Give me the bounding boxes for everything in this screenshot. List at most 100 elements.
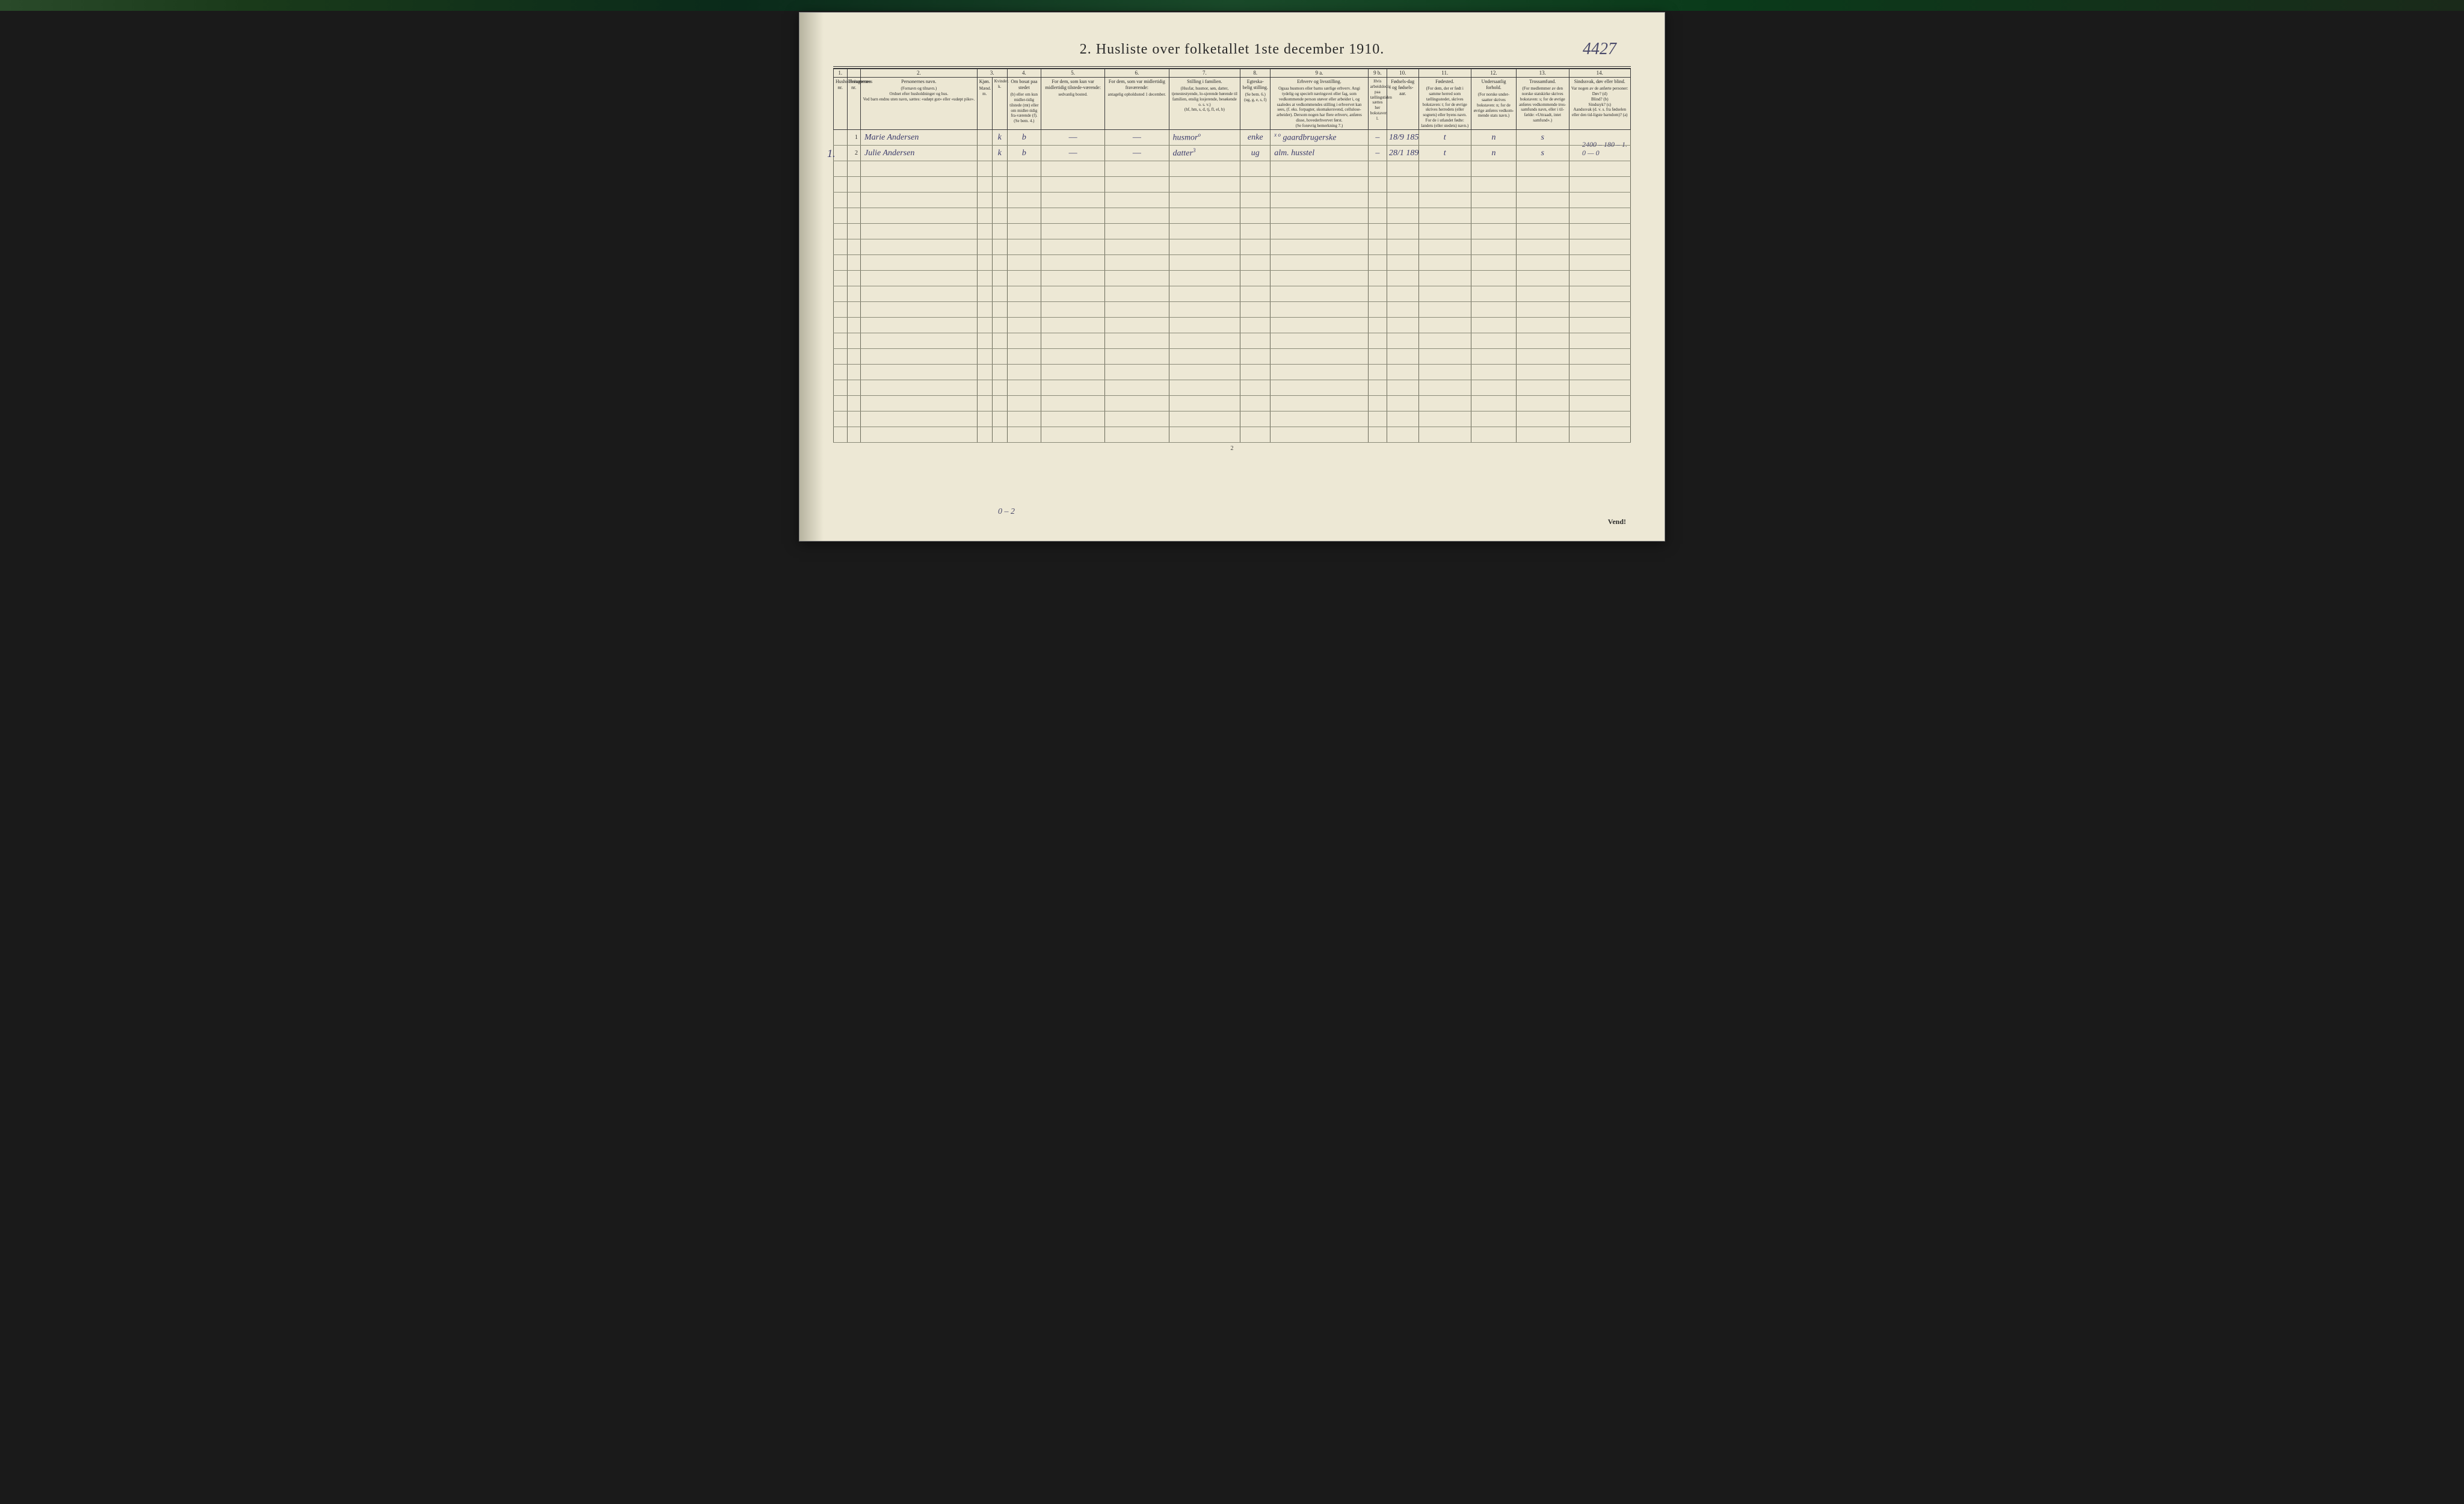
cell-tro <box>1517 380 1569 396</box>
cell-sind <box>1569 380 1631 396</box>
cell-und <box>1471 396 1517 411</box>
cell-egte <box>1240 333 1270 349</box>
cell-fam <box>1169 365 1240 380</box>
cell-k <box>992 333 1007 349</box>
col-header: Personernes navn.(Fornavn og tilnavn.) O… <box>861 78 978 130</box>
col-num: 2. <box>861 69 978 78</box>
cell-hh <box>834 239 848 255</box>
table-row: 11 <box>834 286 1631 302</box>
cell-k <box>992 349 1007 365</box>
cell-und <box>1471 224 1517 239</box>
cell-fr <box>1105 224 1169 239</box>
cell-tro <box>1517 271 1569 286</box>
cell-pn: 13 <box>847 318 861 333</box>
cell-fdato <box>1387 224 1419 239</box>
cell-m <box>977 396 992 411</box>
cell-led <box>1368 208 1387 224</box>
cell-fam <box>1169 193 1240 208</box>
table-row: 20 <box>834 427 1631 443</box>
cell-m <box>977 239 992 255</box>
cell-hh <box>834 146 848 161</box>
cell-egte <box>1240 380 1270 396</box>
cell-led <box>1368 365 1387 380</box>
cell-m <box>977 411 992 427</box>
cell-sind <box>1569 427 1631 443</box>
cell-fr: — <box>1105 146 1169 161</box>
col-num: 6. <box>1105 69 1169 78</box>
cell-fdato <box>1387 318 1419 333</box>
cell-fr <box>1105 365 1169 380</box>
cell-tro <box>1517 302 1569 318</box>
cell-und <box>1471 286 1517 302</box>
col-header: Egteska-belig stilling.(Se bem. 6.) (ug,… <box>1240 78 1270 130</box>
cell-hh <box>834 177 848 193</box>
cell-egte <box>1240 208 1270 224</box>
cell-fr <box>1105 427 1169 443</box>
cell-egte <box>1240 365 1270 380</box>
folio-number: 4427 <box>1583 40 1616 59</box>
cell-fam <box>1169 302 1240 318</box>
cell-k <box>992 396 1007 411</box>
cell-bosat <box>1007 161 1041 177</box>
cell-fsted <box>1418 302 1471 318</box>
col-header: Stilling i familien.(Husfar, husmor, søn… <box>1169 78 1240 130</box>
cell-m <box>977 208 992 224</box>
cell-tro <box>1517 349 1569 365</box>
cell-erhverv <box>1270 286 1369 302</box>
cell-fr <box>1105 193 1169 208</box>
cell-m <box>977 161 992 177</box>
cell-name <box>861 365 978 380</box>
cell-hh <box>834 349 848 365</box>
cell-pn: 6 <box>847 208 861 224</box>
cell-m <box>977 318 992 333</box>
cell-hh <box>834 208 848 224</box>
cell-bosat: b <box>1007 146 1041 161</box>
cell-led <box>1368 286 1387 302</box>
cell-fsted <box>1418 271 1471 286</box>
cell-erhverv <box>1270 380 1369 396</box>
table-row: 10 <box>834 271 1631 286</box>
cell-und <box>1471 177 1517 193</box>
table-row: 18 <box>834 396 1631 411</box>
cell-mt <box>1041 224 1105 239</box>
cell-hh <box>834 318 848 333</box>
cell-tro <box>1517 411 1569 427</box>
cell-led <box>1368 349 1387 365</box>
cell-hh <box>834 411 848 427</box>
cell-fsted <box>1418 318 1471 333</box>
cell-fsted <box>1418 411 1471 427</box>
cell-sind <box>1569 411 1631 427</box>
cell-pn: 4 <box>847 177 861 193</box>
cell-tro <box>1517 255 1569 271</box>
cell-und <box>1471 302 1517 318</box>
cell-erhverv <box>1270 224 1369 239</box>
cell-fsted <box>1418 396 1471 411</box>
col-header: Husholdningernes nr. <box>834 78 848 130</box>
cell-bosat <box>1007 427 1041 443</box>
cell-sind <box>1569 255 1631 271</box>
col-num: 8. <box>1240 69 1270 78</box>
cell-fsted <box>1418 161 1471 177</box>
cell-fr <box>1105 271 1169 286</box>
cell-tro <box>1517 365 1569 380</box>
cell-name <box>861 271 978 286</box>
cell-und: n <box>1471 146 1517 161</box>
cell-erhverv <box>1270 255 1369 271</box>
cell-bosat: b <box>1007 130 1041 146</box>
cell-tro <box>1517 318 1569 333</box>
cell-m <box>977 380 992 396</box>
cell-sind <box>1569 161 1631 177</box>
col-num: 11. <box>1418 69 1471 78</box>
cell-hh <box>834 365 848 380</box>
cell-erhverv <box>1270 411 1369 427</box>
cell-fam <box>1169 161 1240 177</box>
cell-name: Marie Andersen <box>861 130 978 146</box>
cell-und <box>1471 271 1517 286</box>
cell-und <box>1471 365 1517 380</box>
cell-m <box>977 177 992 193</box>
cell-fr <box>1105 302 1169 318</box>
col-num: 9 b. <box>1368 69 1387 78</box>
table-row: 16 <box>834 365 1631 380</box>
cell-erhverv <box>1270 302 1369 318</box>
cell-pn: 18 <box>847 396 861 411</box>
